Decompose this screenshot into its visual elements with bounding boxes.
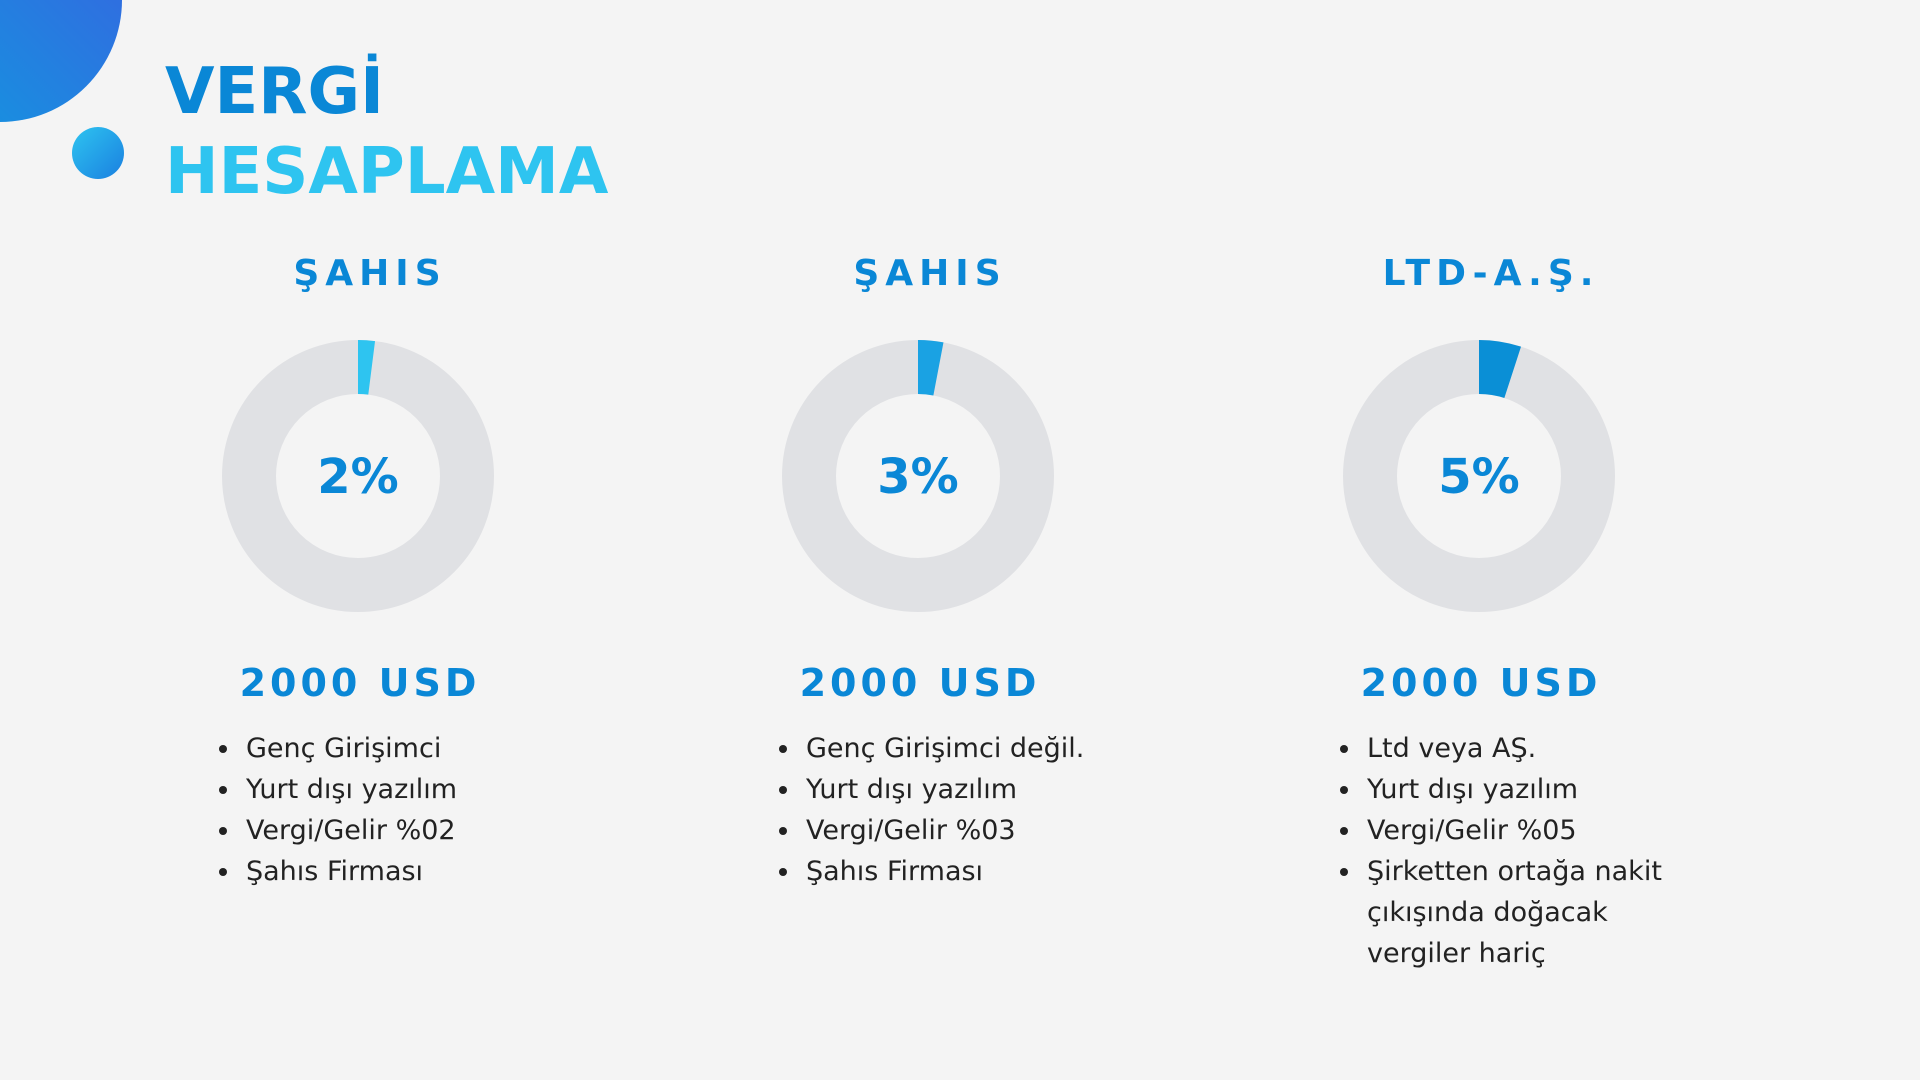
notes-list: Genç Girişimci değil.Yurt dışı yazılımVe…	[776, 728, 1102, 892]
note-item: Şirketten ortağa nakit çıkışında doğacak…	[1363, 851, 1663, 974]
chart-title: ŞAHIS	[853, 253, 1006, 294]
amount-label: 2000 USD	[240, 661, 481, 705]
note-item: Yurt dışı yazılım	[802, 769, 1102, 810]
chart-title: LTD-A.Ş.	[1383, 253, 1600, 294]
note-item: Şahıs Firması	[242, 851, 542, 892]
note-item: Vergi/Gelir %02	[242, 810, 542, 851]
dot-decoration	[72, 127, 124, 179]
chart-title: ŞAHIS	[293, 253, 446, 294]
donut-value-label: 3%	[877, 449, 959, 505]
donut-value-label: 2%	[317, 449, 399, 505]
donut-segment	[358, 340, 376, 395]
notes-list: Genç GirişimciYurt dışı yazılımVergi/Gel…	[216, 728, 542, 892]
note-item: Genç Girişimci	[242, 728, 542, 769]
donut-segment	[918, 340, 944, 396]
note-item: Şahıs Firması	[802, 851, 1102, 892]
title-line2: HESAPLAMA	[165, 135, 609, 209]
note-item: Vergi/Gelir %03	[802, 810, 1102, 851]
corner-decoration	[0, 0, 122, 122]
note-item: Genç Girişimci değil.	[802, 728, 1102, 769]
donut-segment	[1479, 340, 1522, 399]
note-item: Yurt dışı yazılım	[242, 769, 542, 810]
title-line1: VERGİ	[165, 53, 384, 129]
notes-list: Ltd veya AŞ.Yurt dışı yazılımVergi/Gelir…	[1337, 728, 1663, 974]
amount-label: 2000 USD	[800, 661, 1041, 705]
note-item: Yurt dışı yazılım	[1363, 769, 1663, 810]
amount-label: 2000 USD	[1361, 661, 1602, 705]
note-item: Ltd veya AŞ.	[1363, 728, 1663, 769]
note-item: Vergi/Gelir %05	[1363, 810, 1663, 851]
donut-value-label: 5%	[1438, 449, 1520, 505]
